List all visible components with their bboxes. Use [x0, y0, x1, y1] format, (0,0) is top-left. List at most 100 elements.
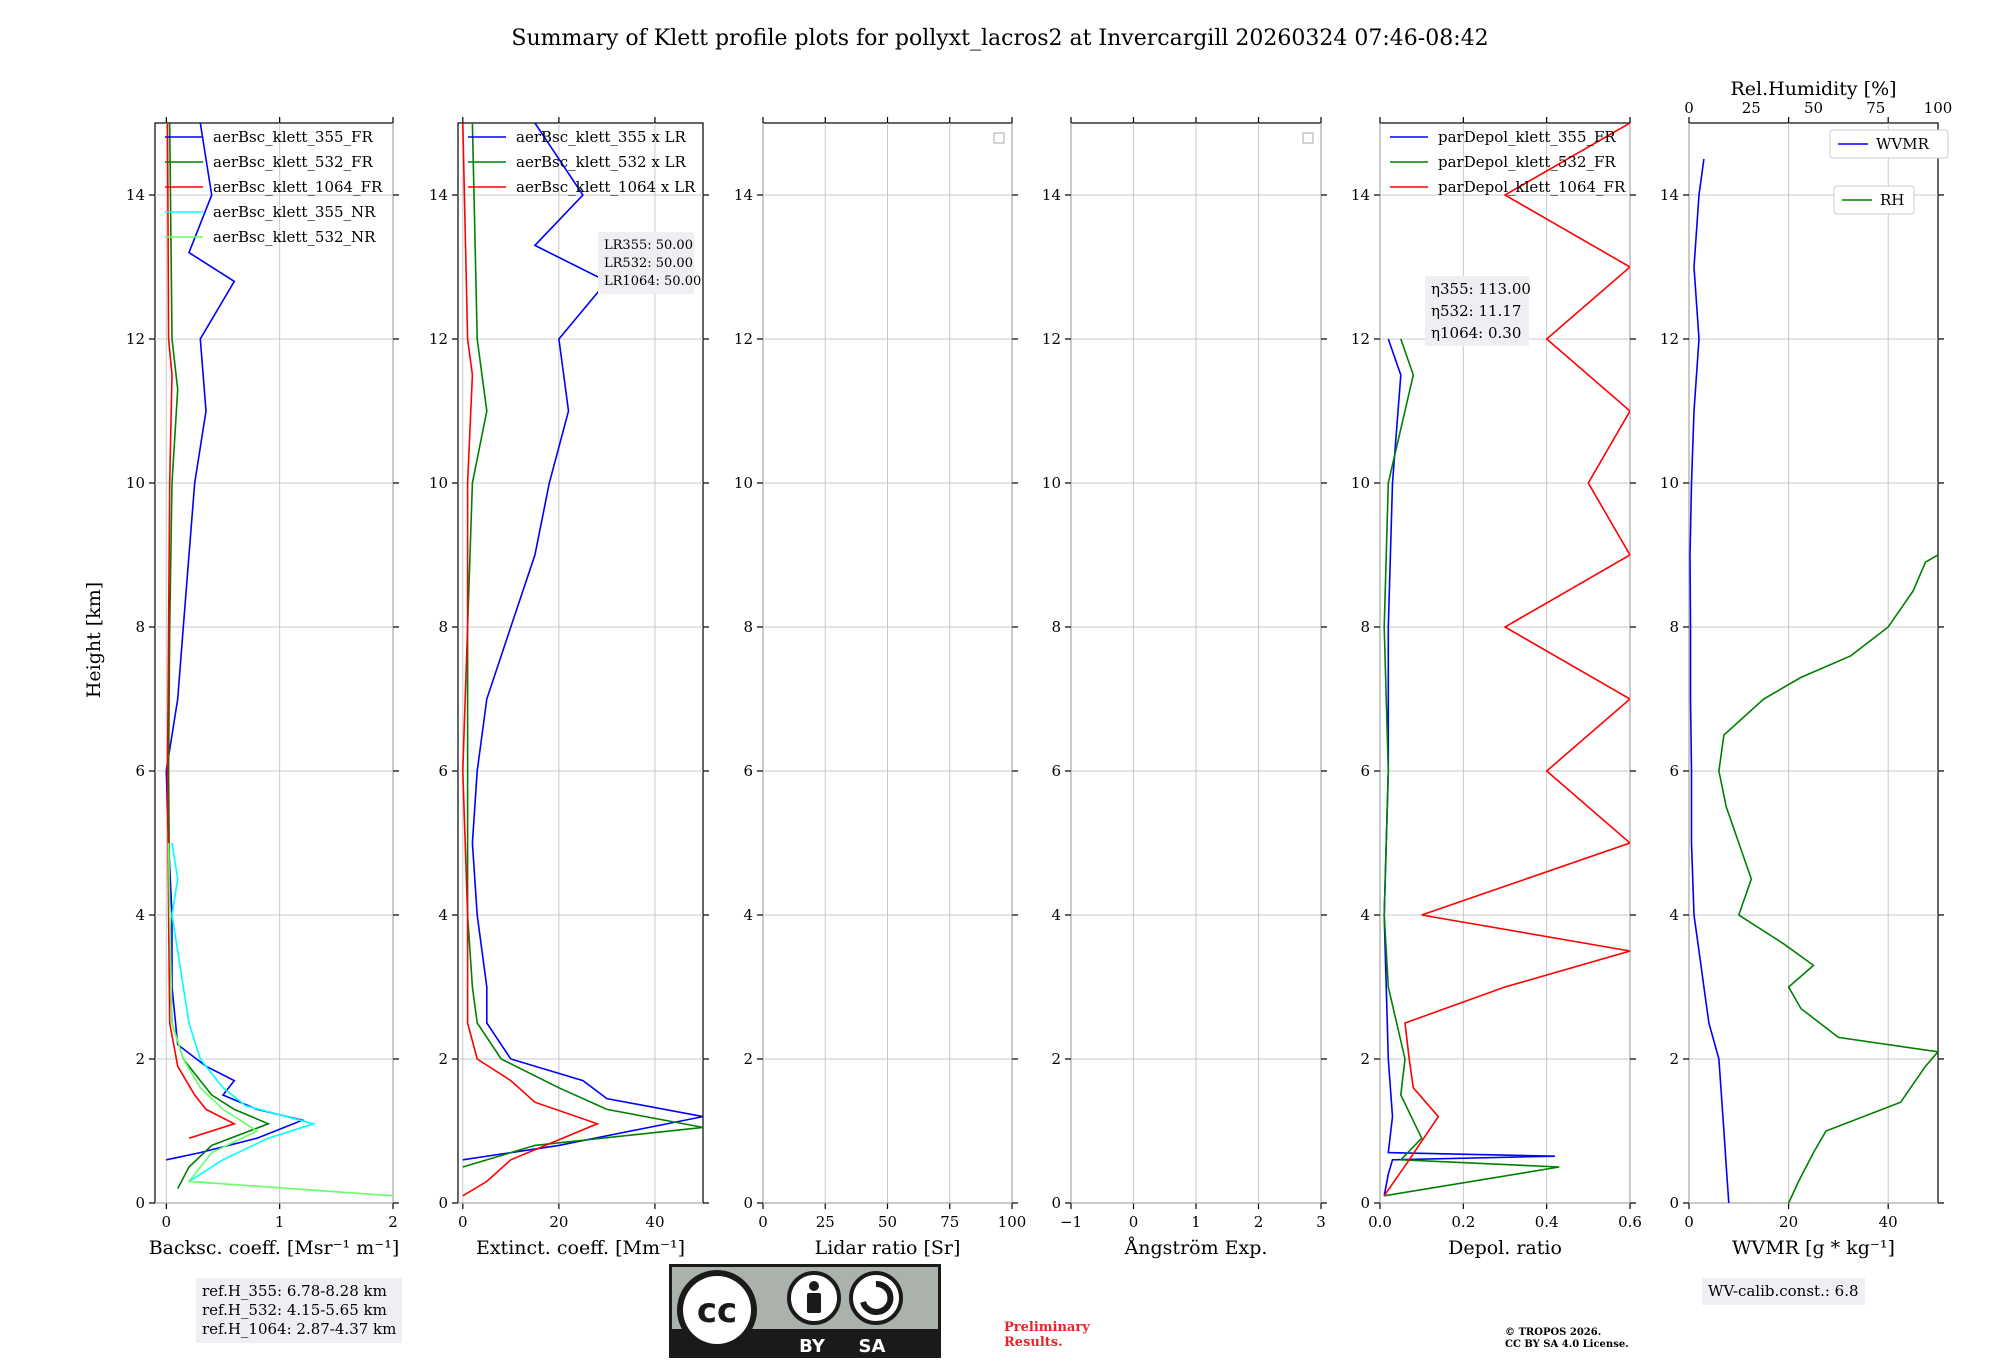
x-axis-label-wvmr: WVMR [g * kg⁻¹] [1732, 1237, 1895, 1259]
x-tick-label: 50 [878, 1213, 897, 1231]
y-tick-label: 14 [126, 186, 145, 204]
y-tick-label: 2 [1051, 1050, 1061, 1068]
panel-frame-backscatter [154, 122, 394, 1204]
series-line-aerBsc_klett_355_NR [171, 842, 317, 1183]
y-tick-label: 14 [734, 186, 753, 204]
y-tick-label: 4 [1360, 906, 1370, 924]
sa-icon [849, 1271, 903, 1325]
legend-label-aerBsc_klett_1064_FR: aerBsc_klett_1064_FR [213, 178, 383, 196]
y-tick-label: 2 [438, 1050, 448, 1068]
series-line-parDepol_klett_1064_FR [1383, 123, 1630, 1197]
legend-label-RH: RH [1880, 191, 1904, 209]
y-tick-label: 4 [135, 906, 145, 924]
legend-label-aerBsc_klett_355_FR: aerBsc_klett_355_FR [213, 128, 373, 146]
preliminary-line-2: Results. [1004, 1335, 1063, 1350]
y-tick-label: 14 [429, 186, 448, 204]
y-tick-label: 6 [1669, 762, 1679, 780]
badge-by-label: BY [799, 1336, 826, 1357]
lidar-ratio-annotation-2: LR1064: 50.00 [604, 274, 701, 289]
y-tick-label: 0 [1669, 1194, 1679, 1212]
legend-label-aerBsc_klett_1064 x LR: aerBsc_klett_1064 x LR [516, 178, 696, 196]
series-line-RH [1718, 554, 1938, 1203]
y-tick-label: 8 [438, 618, 448, 636]
x-tick-label: 0 [458, 1213, 468, 1231]
x-tick-label: 0.2 [1451, 1213, 1475, 1231]
y-tick-label: 12 [1042, 330, 1061, 348]
x-tick-label: −1 [1060, 1213, 1082, 1231]
top-tick-label: 50 [1804, 99, 1823, 117]
legend-label-aerBsc_klett_532 x LR: aerBsc_klett_532 x LR [516, 153, 687, 171]
top-tick-label: 75 [1866, 99, 1885, 117]
x-axis-label-angstrom: Ångström Exp. [1124, 1237, 1268, 1259]
cc-circle-inner [683, 1276, 751, 1344]
x-tick-label: 0 [1684, 1213, 1694, 1231]
x-tick-label: 0 [1129, 1213, 1139, 1231]
x-tick-label: 40 [1879, 1213, 1898, 1231]
x-axis-label-extinction: Extinct. coeff. [Mm⁻¹] [476, 1237, 685, 1259]
x-tick-label: 20 [1779, 1213, 1798, 1231]
x-tick-label: 0 [758, 1213, 768, 1231]
x-tick-label: 0.4 [1535, 1213, 1559, 1231]
y-tick-label: 12 [429, 330, 448, 348]
series-line-aerBsc_klett_355 x LR [462, 123, 703, 1161]
panel-frame-wvmr [1688, 122, 1939, 1204]
panel-wvmr: 0 20 40 0 2 4 6 8 10 12 14 WVMR [g * kg⁻¹] Rel.Humid… [1660, 78, 1952, 1259]
y-tick-label: 10 [1660, 474, 1679, 492]
y-tick-label: 8 [743, 618, 753, 636]
y-tick-label: 8 [1360, 618, 1370, 636]
top-tick-label: 0 [1684, 99, 1694, 117]
y-tick-label: 14 [1351, 186, 1370, 204]
y-tick-label: 8 [135, 618, 145, 636]
eta-annotation-2: η1064: 0.30 [1431, 324, 1521, 342]
y-tick-label: 6 [743, 762, 753, 780]
y-tick-label: 12 [126, 330, 145, 348]
y-tick-label: 6 [135, 762, 145, 780]
x-tick-label: 100 [998, 1213, 1027, 1231]
cc-glyph: cc [697, 1291, 737, 1331]
y-tick-label: 0 [438, 1194, 448, 1212]
panel-lidar_ratio: 0 25 50 75 100 0 2 4 6 8 10 12 14 Lidar ratio [Sr] [734, 117, 1026, 1259]
y-tick-label: 4 [743, 906, 753, 924]
eta-annotation-1: η532: 11.17 [1431, 302, 1521, 320]
legend-box [1833, 185, 1915, 215]
y-axis-label: Height [km] [83, 582, 105, 698]
series-line-aerBsc_klett_532 x LR [462, 123, 703, 1168]
top-tick-label: 25 [1742, 99, 1761, 117]
lidar-ratio-annotation-box [598, 232, 694, 294]
lidar-ratio-annotation-1: LR532: 50.00 [604, 256, 693, 271]
y-tick-label: 10 [1351, 474, 1370, 492]
x-tick-label: 40 [645, 1213, 664, 1231]
series-line-parDepol_klett_532_FR [1383, 338, 1560, 1197]
eta-annotation-0: η355: 113.00 [1431, 280, 1531, 298]
y-tick-label: 6 [1051, 762, 1061, 780]
legend-label-WVMR: WVMR [1876, 135, 1930, 153]
y-tick-label: 4 [1051, 906, 1061, 924]
legend-box [1829, 129, 1949, 159]
x-tick-label: 2 [388, 1213, 398, 1231]
by-icon-head [809, 1281, 819, 1291]
preliminary-note: Preliminary Results. [1004, 1320, 1090, 1350]
series-line-aerBsc_klett_1064_FR [166, 123, 237, 1139]
ref-height-532: ref.H_532: 4.15-5.65 km [202, 1301, 387, 1319]
y-tick-label: 10 [429, 474, 448, 492]
y-tick-label: 0 [1051, 1194, 1061, 1212]
y-tick-label: 6 [1360, 762, 1370, 780]
sa-icon-arrow [860, 1280, 894, 1315]
legend-label-parDepol_klett_532_FR: parDepol_klett_532_FR [1438, 153, 1616, 171]
series-line-parDepol_klett_355_FR [1383, 338, 1556, 1196]
y-tick-label: 14 [1660, 186, 1679, 204]
series-line-aerBsc_klett_1064 x LR [461, 123, 600, 1197]
legend-label-aerBsc_klett_355_NR: aerBsc_klett_355_NR [213, 203, 376, 221]
panel-extinction: 0 20 40 0 2 4 6 8 10 12 14 Extinct. coeff. [Mm⁻¹] ae… [429, 117, 709, 1259]
y-tick-label: 8 [1051, 618, 1061, 636]
x-tick-label: 25 [816, 1213, 835, 1231]
x-tick-label: 1 [1191, 1213, 1201, 1231]
wv-calibration-box: WV-calib.const.: 6.8 [1702, 1278, 1865, 1305]
x-tick-label: 3 [1316, 1213, 1326, 1231]
series-line-aerBsc_klett_532_NR [167, 842, 393, 1197]
y-tick-label: 6 [438, 762, 448, 780]
panel-depol: 0.0 0.2 0.4 0.6 0 2 4 6 8 10 12 14 Depol. ratio parDe… [1351, 117, 1642, 1259]
x-axis-label-backscatter: Backsc. coeff. [Msr⁻¹ m⁻¹] [149, 1237, 400, 1259]
x-tick-label: 75 [940, 1213, 959, 1231]
